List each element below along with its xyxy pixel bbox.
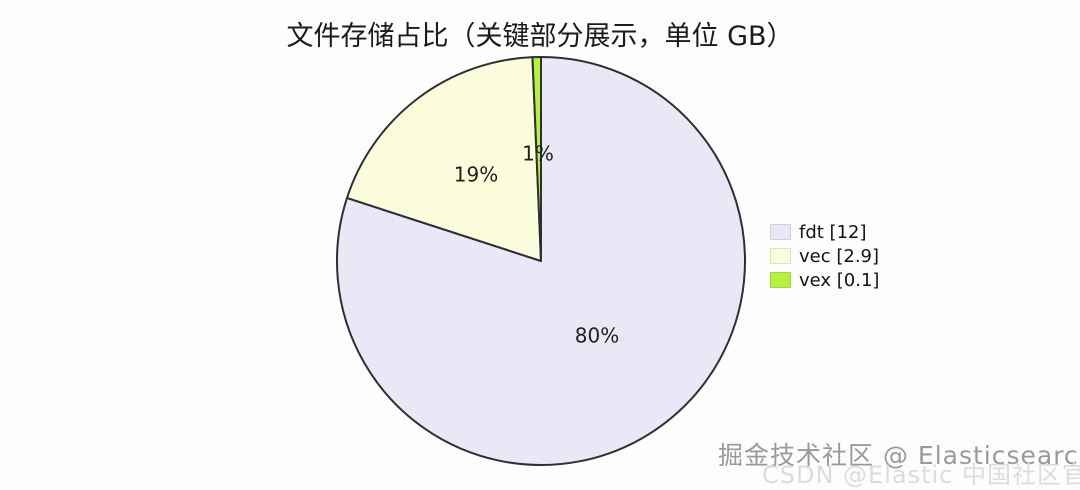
legend-item-vex[interactable]: vex [0.1] bbox=[770, 268, 900, 292]
legend-item-vec[interactable]: vec [2.9] bbox=[770, 244, 900, 268]
legend-swatch-fdt bbox=[770, 224, 791, 240]
legend-label-fdt: fdt [12] bbox=[799, 221, 867, 243]
legend-item-fdt[interactable]: fdt [12] bbox=[770, 220, 900, 244]
pie-slice-vec[interactable] bbox=[345, 56, 542, 262]
chart-title: 文件存储占比（关键部分展示，单位 GB） bbox=[286, 21, 794, 52]
legend-swatch-vex bbox=[770, 272, 791, 288]
legend-label-vex: vex [0.1] bbox=[799, 269, 880, 291]
pie-label-vec: 19% bbox=[454, 163, 498, 187]
chart-legend: fdt [12] vec [2.9] vex [0.1] bbox=[770, 220, 900, 292]
legend-label-vec: vec [2.9] bbox=[799, 245, 880, 267]
pie-label-fdt: 80% bbox=[575, 324, 619, 348]
pie-label-vex: 1% bbox=[522, 142, 554, 166]
legend-swatch-vec bbox=[770, 248, 791, 264]
pie-slice-labels: 80% 19% 1% bbox=[454, 142, 619, 348]
pie-slices bbox=[336, 56, 746, 466]
pie-slice-vex[interactable] bbox=[531, 56, 542, 262]
